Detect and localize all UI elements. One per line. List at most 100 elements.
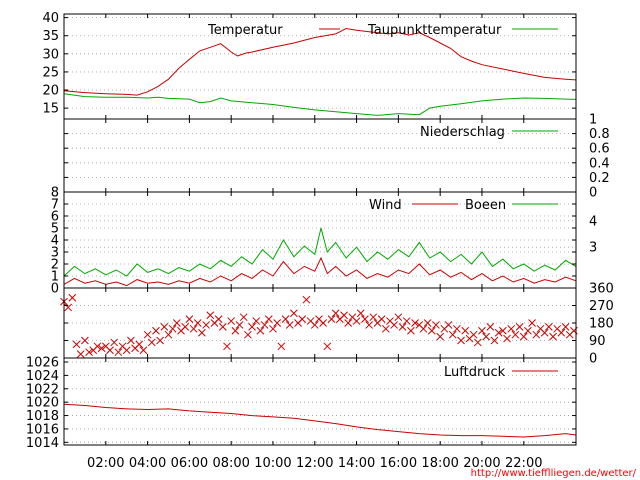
scatter-point (218, 323, 227, 331)
scatter-stroke (503, 334, 511, 343)
y-tick-label: 180 (589, 317, 614, 332)
scatter-stroke (273, 319, 282, 327)
grid-lines (64, 17, 576, 443)
x-tick-label: 12:00 (296, 456, 333, 471)
y-tick-label: 1020 (26, 396, 59, 411)
legend: Temperatur Taupunkttemperatur Niederschl… (207, 23, 558, 380)
scatter-stroke (494, 328, 503, 337)
scatter-stroke (248, 323, 256, 331)
y-tick-label: 1016 (26, 422, 59, 437)
scatter-stroke (285, 321, 294, 329)
scatter-stroke (490, 336, 499, 345)
y-tick-label: 0.4 (589, 156, 610, 171)
y-tick-label: 1024 (26, 369, 59, 384)
scatter-point (473, 338, 482, 347)
scatter-stroke (461, 326, 470, 335)
scatter-stroke (528, 319, 536, 327)
scatter-point (76, 350, 85, 358)
y-tick-label: 35 (42, 29, 59, 44)
scatter-stroke (68, 293, 77, 302)
x-tick-label: 22:00 (505, 456, 542, 471)
scatter-point (482, 332, 490, 341)
scatter-stroke (310, 321, 319, 329)
scatter-point (557, 328, 566, 337)
scatter-point (549, 332, 557, 341)
scatter-point (143, 330, 152, 339)
credit-url[interactable]: http://www.tiefflliegen.de/wetter/ (471, 468, 637, 479)
panel-frames (63, 13, 577, 446)
scatter-point (231, 326, 240, 335)
scatter-stroke (147, 338, 156, 347)
scatter-point (290, 309, 298, 318)
y-tick-label: 1 (589, 113, 597, 128)
y-tick-label: 360 (589, 282, 614, 297)
y-tick-label: 1 (51, 270, 59, 285)
scatter-stroke (269, 324, 277, 333)
scatter-point (106, 346, 114, 355)
scatter-stroke (436, 332, 445, 341)
scatter-point (223, 342, 231, 351)
legend-label-wind: Wind (369, 198, 402, 213)
scatter-point (302, 295, 311, 304)
scatter-point (244, 330, 252, 339)
scatter-stroke (377, 315, 386, 323)
scatter-point (544, 323, 553, 331)
scatter-stroke (411, 319, 419, 327)
scatter-stroke (256, 326, 265, 335)
scatter-stroke (549, 332, 557, 341)
scatter-stroke (394, 313, 403, 322)
scatter-point (239, 313, 248, 322)
scatter-point (298, 315, 307, 323)
scatter-point (532, 330, 541, 339)
y-tick-label-right: 3 (589, 241, 597, 256)
scatter-stroke (553, 324, 562, 333)
scatter-stroke (72, 340, 81, 349)
scatter-stroke (290, 309, 298, 318)
scatter-stroke (478, 326, 486, 335)
scatter-point (172, 319, 181, 327)
scatter-stroke (135, 340, 144, 349)
y-tick-label: 8 (51, 186, 59, 201)
scatter-point (377, 315, 386, 323)
scatter-stroke (507, 324, 516, 333)
scatter-point (390, 321, 399, 329)
scatter-stroke (444, 321, 453, 329)
series-line-luftdruck (63, 403, 577, 438)
scatter-stroke (344, 319, 353, 327)
x-tick-label: 14:00 (338, 456, 375, 471)
scatter-point (202, 321, 210, 329)
scatter-stroke (172, 319, 181, 327)
series-line-boeen (63, 227, 577, 277)
scatter-stroke (260, 321, 269, 329)
x-tick-label: 02:00 (87, 456, 124, 471)
y-tick-label: 270 (589, 299, 614, 314)
y-tick-label: 4 (51, 234, 59, 249)
y-tick-label: 0.2 (589, 171, 610, 186)
y-tick-label: 6 (51, 210, 59, 225)
scatter-stroke (457, 336, 465, 345)
scatter-point (561, 323, 570, 331)
legend-label-taupunkttemperatur: Taupunkttemperatur (367, 23, 502, 38)
scatter-stroke (110, 338, 119, 347)
scatter-point (356, 309, 365, 318)
scatter-point (260, 321, 269, 329)
scatter-stroke (206, 311, 215, 320)
scatter-stroke (386, 317, 394, 325)
scatter-point (340, 311, 348, 320)
scatter-stroke (122, 346, 131, 355)
scatter-point (524, 326, 532, 335)
scatter-stroke (348, 313, 357, 322)
y-tick-label: 40 (42, 11, 59, 26)
scatter-point (185, 315, 194, 323)
scatter-point (444, 321, 453, 329)
scatter-stroke (93, 342, 102, 351)
scatter-point (114, 348, 123, 357)
y-tick-label: 1022 (26, 382, 59, 397)
scatter-stroke (235, 321, 244, 329)
scatter-point (436, 332, 445, 341)
y-tick-label: 0 (51, 282, 59, 297)
scatter-point (411, 319, 419, 327)
scatter-point (152, 326, 160, 335)
scatter-stroke (168, 324, 177, 333)
